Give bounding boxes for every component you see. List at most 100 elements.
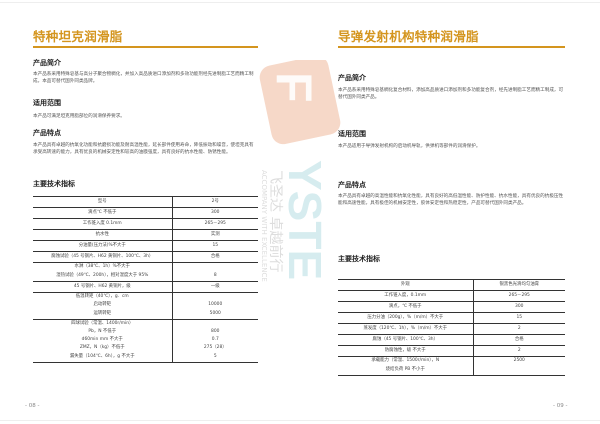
spec-name: 滴点℃ 不低于 <box>33 207 173 219</box>
table-row: 外观 银黑色光滑均匀油膏 <box>338 279 565 291</box>
table-row: 分油量(压力法)%不大于 15 <box>33 240 258 252</box>
spec-name: 湿热试验（49℃、200h），相对湿度大于 95% <box>33 270 173 282</box>
table-row: 抗水性 实测 <box>33 229 258 241</box>
spec-name: ZMZ，N（kg）不低于 <box>33 343 173 352</box>
spec-name: 压力分油（200g），%（m/m）不大于 <box>338 312 474 324</box>
table-row: 漏失量（104℃、6h），g 不大于 5 <box>33 351 258 363</box>
table-row: Pb，N 不低于 800 <box>33 327 258 336</box>
spec-value: 0.7 <box>211 336 219 342</box>
spec-value: 300 <box>473 301 565 313</box>
bottom-edge <box>0 420 600 421</box>
spec-name: 蒸发度（120℃、1h），%（m/m）不大于 <box>338 323 474 335</box>
spec-value: 15 <box>473 312 565 324</box>
table-row: 低温转矩（40℃），g．cm <box>33 292 258 301</box>
table-row: d60min mm 不大于 0.7 <box>33 335 258 344</box>
top-edge <box>0 2 600 3</box>
page-title: 特种坦克润滑脂 <box>33 29 123 44</box>
spec-value: 合格 <box>172 251 258 263</box>
spec-name: 低温转矩（40℃），g．cm <box>33 292 173 301</box>
spec-value: 银黑色光滑均匀油膏 <box>473 279 565 291</box>
spec-name: 型号 <box>33 196 173 208</box>
table-row: 承载能力（常温、1500r/min），N 2500 <box>338 356 565 365</box>
table-row: 蒸发度（120℃、1h），%（m/m）不大于 2 <box>338 323 565 335</box>
spec-name: 抗水性 <box>33 229 173 241</box>
spec-value: 5 <box>172 351 258 363</box>
table-row: 滴点，℃ 不低于 300 <box>338 301 565 313</box>
spec-value: 800 <box>211 328 220 334</box>
spec-value: 15 <box>172 240 258 252</box>
scope-text: 本产品适用于导弹发射机构的启动机导轨，供弹机等部件的润滑保护。 <box>338 144 481 149</box>
table-row: 45 号钢片、H62 黄铜片，级 一级 <box>33 281 258 293</box>
spec-name: 四球试验（常温、1400r/min） <box>33 319 173 328</box>
spec-value: 2 <box>473 323 565 335</box>
intro-heading: 产品简介 <box>338 74 366 82</box>
table-row: 湿热试验（49℃、200h），相对湿度大于 95% 8 <box>33 270 258 282</box>
page-number: - 08 - <box>25 403 40 409</box>
spec-value <box>172 320 258 328</box>
spec-heading: 主要技术指标 <box>338 255 380 263</box>
spec-name: 分油量(压力法)%不大于 <box>33 240 173 252</box>
spec-value: 8 <box>172 270 258 282</box>
spec-value <box>172 293 258 301</box>
spec-name: 漏失量（104℃、6h），g 不大于 <box>33 351 173 363</box>
spec-value <box>172 263 258 271</box>
table-row: 工作锥入度，0.1mm 265－295 <box>338 290 565 302</box>
table-row: 启动转矩 10000 <box>33 300 258 309</box>
spec-value: 5000 <box>172 308 258 320</box>
spec-name: 烧结负荷 PB 不小于 <box>338 364 474 376</box>
spec-name: d60min mm 不大于 <box>33 335 173 344</box>
features-text: 本产品具有卓越的抗氧化功能和抗磨损功能及耐高温性能，延长部件使用寿命，降低振动和… <box>33 143 254 155</box>
spec-name: 启动转矩 <box>33 300 173 309</box>
spec-name: 工作锥入度，0.1mm <box>338 290 474 302</box>
spec-value: 合格 <box>473 334 565 346</box>
intro-text: 本产品系采用特殊皂基稠化复合材料，添加高品质进口添加剂和多功能复合剂，经先进制脂… <box>338 88 564 100</box>
spec-value: 2号 <box>172 196 258 208</box>
table-row: 型号 2号 <box>33 196 258 208</box>
page-title: 导弹发射机构特种润滑脂 <box>338 29 479 44</box>
spec-name: 腐蚀（45 号钢片、100℃、3h） <box>338 334 474 346</box>
spec-name: 水淋（38℃、1h）%不大于 <box>33 262 173 271</box>
table-row: 运转转矩 5000 <box>33 308 258 320</box>
scope-text: 本产品可满足坦克用脂部位的润滑保养要求。 <box>33 114 125 119</box>
table-row: ZMZ，N（kg）不低于 275（28） <box>33 343 258 352</box>
features-text: 本产品具有卓越的高温性能和抗氧化性能，具有良好的高低温性能、防护性能、抗水性能，… <box>338 194 564 206</box>
page-number: - 09 - <box>553 403 568 409</box>
table-row: 水淋（38℃、1h）%不大于 <box>33 262 258 271</box>
spec-name: 运转转矩 <box>33 308 173 320</box>
table-row: 压力分油（200g），%（m/m）不大于 15 <box>338 312 565 324</box>
spec-table: 外观 银黑色光滑均匀油膏 工作锥入度，0.1mm 265－295 滴点，℃ 不低于 300… <box>338 279 565 376</box>
spec-name: 45 号钢片、H62 黄铜片，级 <box>33 281 173 293</box>
table-row: 烧结负荷 PB 不小于 <box>338 364 565 376</box>
spec-name: 工作锥入度 0.1mm <box>33 218 173 230</box>
spec-name: 滴点，℃ 不低于 <box>338 301 474 313</box>
table-row: 防腐蚀性，级 不大于 2 <box>338 345 565 357</box>
spec-name: 防腐蚀性，级 不大于 <box>338 345 474 357</box>
spec-value: 实测 <box>172 229 258 241</box>
table-row: 工作锥入度 0.1mm 265－295 <box>33 218 258 230</box>
intro-text: 本产品系采用特殊皂基与高分子聚合物稠化，并加入高品质进口添加剂和多效功能剂经先进… <box>33 72 254 84</box>
page-left: 特种坦克润滑脂 产品简介 本产品系采用特殊皂基与高分子聚合物稠化，并加入高品质进… <box>25 29 258 409</box>
spec-name: 腐蚀试验（45 号钢片、H62 黄铜片、100℃、3h） <box>33 251 173 263</box>
spec-name: 承载能力（常温、1500r/min），N <box>338 356 474 365</box>
spec-value: 2500 <box>513 357 525 363</box>
spec-value: 265－295 <box>473 290 565 302</box>
spec-name: Pb，N 不低于 <box>33 327 173 336</box>
table-row: 四球试验（常温、1400r/min） <box>33 319 258 328</box>
spec-value: 265－295 <box>172 218 258 230</box>
table-row: 腐蚀试验（45 号钢片、H62 黄铜片、100℃、3h） 合格 <box>33 251 258 263</box>
features-heading: 产品特点 <box>33 129 61 137</box>
spec-value: 10000 <box>208 301 223 307</box>
table-row: 滴点℃ 不低于 300 <box>33 207 258 219</box>
spec-table: 型号 2号 滴点℃ 不低于 300 工作锥入度 0.1mm 265－295 抗水性 实测 分油量… <box>33 196 258 363</box>
features-heading: 产品特点 <box>338 181 366 189</box>
spec-name: 外观 <box>338 279 474 291</box>
page-right: 导弹发射机构特种润滑脂 产品简介 本产品系采用特殊皂基稠化复合材料，添加高品质进… <box>300 0 600 424</box>
spec-value: 275（28） <box>203 344 227 350</box>
spec-value: 一级 <box>172 281 258 293</box>
intro-heading: 产品简介 <box>33 59 61 67</box>
spec-value: 2 <box>473 345 565 357</box>
title-underline <box>33 46 258 48</box>
spec-value <box>473 364 565 376</box>
scope-heading: 适用范围 <box>338 130 366 138</box>
title-underline <box>338 46 565 48</box>
